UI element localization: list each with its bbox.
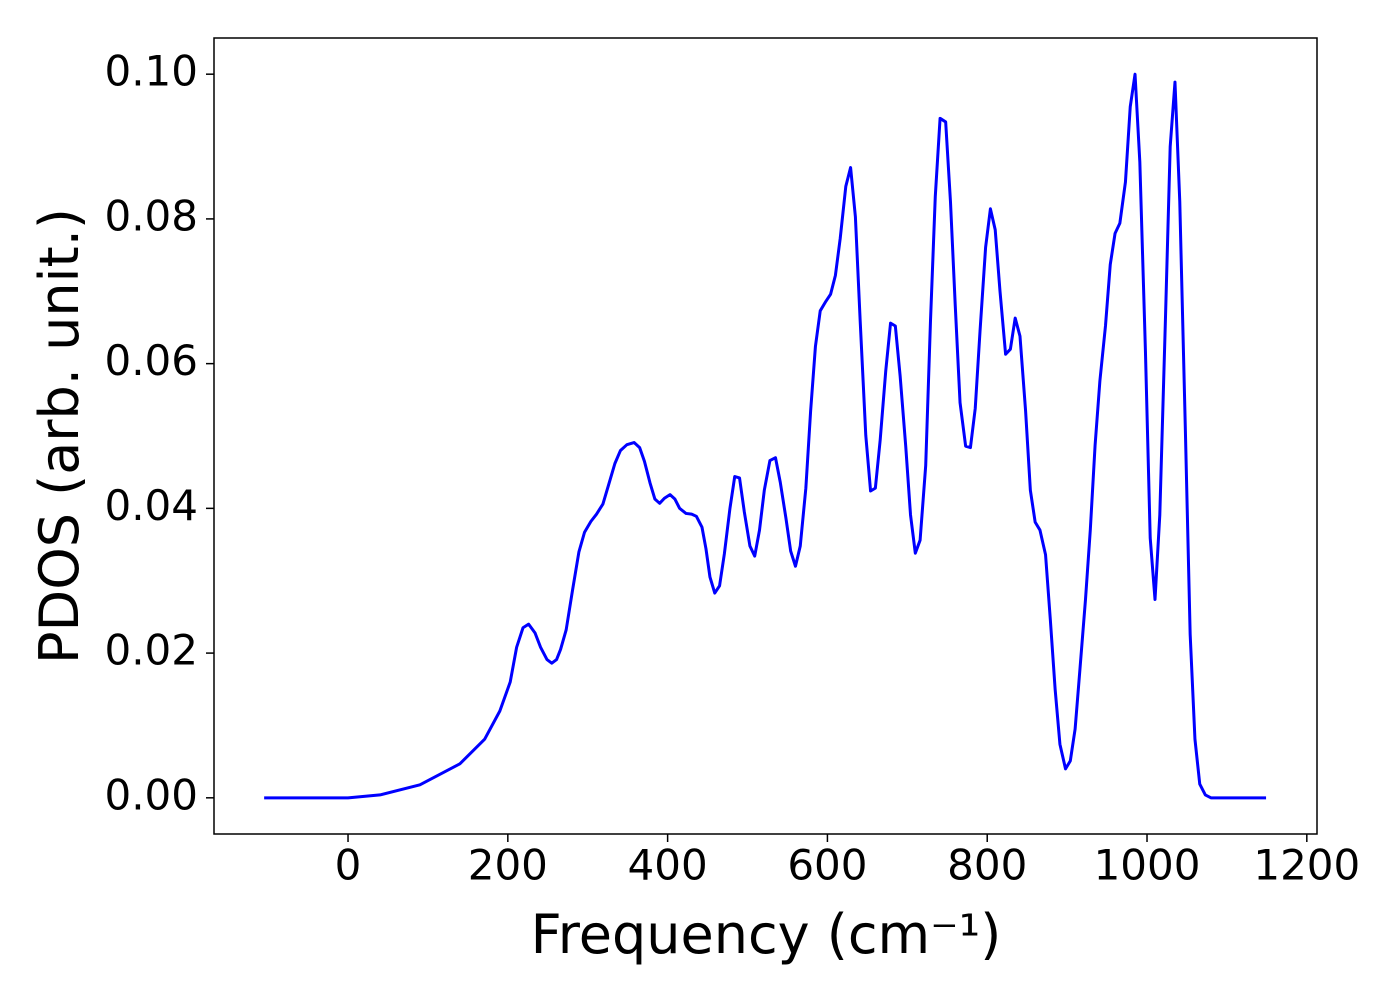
y-tick-label: 0.10 <box>104 47 198 96</box>
y-tick-label: 0.04 <box>104 481 198 530</box>
x-tick-label: 200 <box>468 841 548 890</box>
x-tick-label: 400 <box>628 841 708 890</box>
x-tick-label: 1000 <box>1094 841 1201 890</box>
x-tick-label: 0 <box>335 841 362 890</box>
y-tick-label: 0.02 <box>104 626 198 675</box>
line-series <box>264 72 1267 800</box>
y-axis-label: PDOS (arb. unit.) <box>28 208 91 664</box>
y-tick-label: 0.08 <box>104 191 198 240</box>
x-tick-label: 1200 <box>1253 841 1360 890</box>
x-axis-label: Frequency (cm⁻¹) <box>531 903 1002 966</box>
x-tick-label: 600 <box>787 841 867 890</box>
x-tick-label: 800 <box>947 841 1027 890</box>
y-tick-label: 0.00 <box>104 770 198 819</box>
plot-frame <box>213 37 1318 835</box>
y-tick-label: 0.06 <box>104 336 198 385</box>
